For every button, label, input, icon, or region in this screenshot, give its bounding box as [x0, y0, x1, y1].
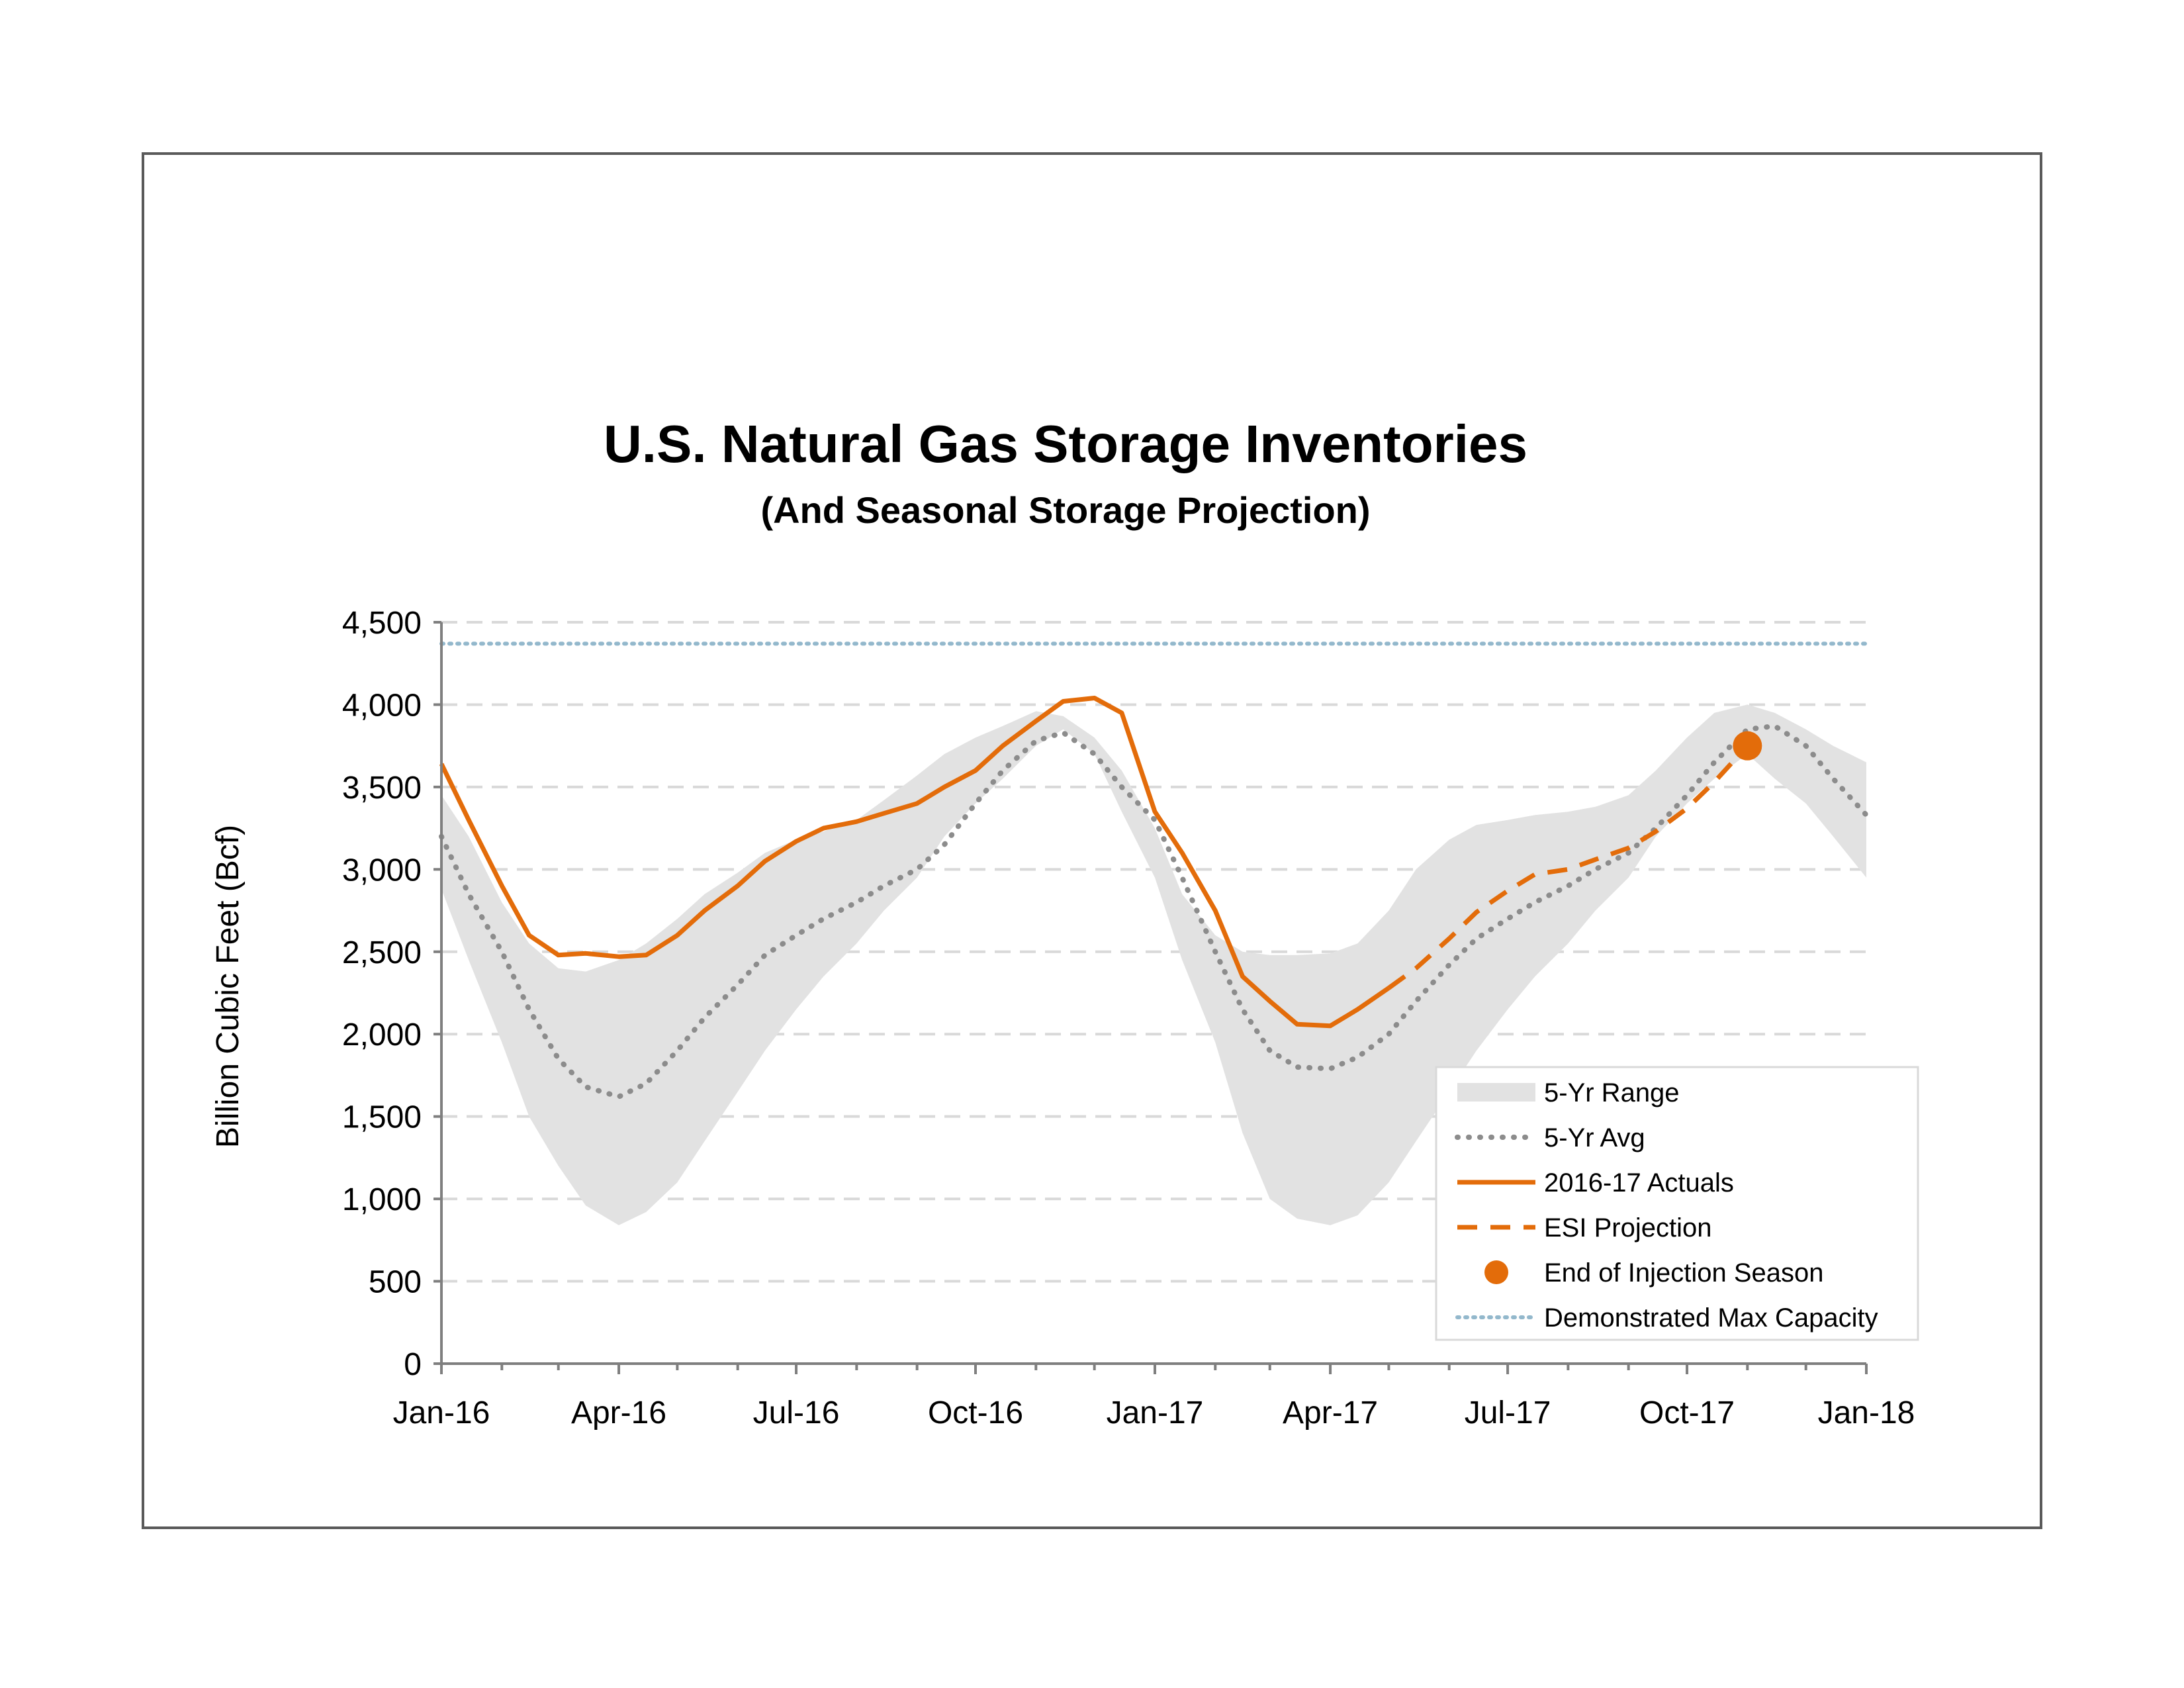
- chart-title: U.S. Natural Gas Storage Inventories: [604, 414, 1527, 473]
- y-tick-label: 2,500: [342, 935, 422, 970]
- legend-label-demonstrated-max-capacity: Demonstrated Max Capacity: [1544, 1303, 1878, 1333]
- legend-box: [1435, 1066, 1919, 1341]
- y-tick-label: 4,500: [342, 606, 422, 641]
- series-esi-projection-line: [1387, 744, 1749, 990]
- legend-swatch-5-yr-range: [1457, 1083, 1535, 1102]
- y-tick-label: 1,000: [342, 1182, 422, 1217]
- x-tick-label: Jul-17: [1465, 1395, 1551, 1430]
- x-tick-label: Apr-16: [571, 1395, 666, 1430]
- x-tick-label: Jan-16: [393, 1395, 490, 1430]
- series-2016-17-actuals-line: [439, 696, 1390, 1029]
- x-tick-label: Oct-17: [1639, 1395, 1735, 1430]
- legend: 5-Yr Range 5-Yr Avg 2016-17 Actuals ESI Pro…: [1435, 1066, 1919, 1341]
- y-tick-label: 1,500: [342, 1100, 422, 1135]
- x-tick-label: Apr-17: [1283, 1395, 1378, 1430]
- legend-label-2016-17-actuals: 2016-17 Actuals: [1544, 1168, 1734, 1197]
- series-5-yr-range-band: [441, 704, 1866, 1225]
- legend-label-end-of-injection-season: End of Injection Season: [1544, 1258, 1824, 1288]
- y-tick-label: 0: [404, 1347, 422, 1382]
- y-tick-label: 3,000: [342, 853, 422, 888]
- plot-area: 0 500 1,000 1,500 2,000 2,500 3,000 3,500 4,000 4…: [342, 606, 1915, 1430]
- chart-frame: [142, 152, 2042, 1529]
- end-of-injection-point: [1733, 731, 1762, 761]
- x-tick-label: Oct-16: [928, 1395, 1023, 1430]
- x-tick-label: Jul-16: [753, 1395, 840, 1430]
- legend-label-esi-projection: ESI Projection: [1544, 1213, 1711, 1243]
- x-tick-label: Jan-18: [1818, 1395, 1915, 1430]
- x-tick-label: Jan-17: [1107, 1395, 1204, 1430]
- y-tick-label: 2,000: [342, 1017, 422, 1053]
- series-5-yr-avg-line: [439, 723, 1869, 1100]
- legend-label-5-yr-range: 5-Yr Range: [1544, 1078, 1680, 1107]
- y-axis-label: Billion Cubic Feet (Bcf): [210, 825, 246, 1148]
- legend-label-5-yr-avg: 5-Yr Avg: [1544, 1123, 1645, 1152]
- y-tick-label: 4,000: [342, 688, 422, 723]
- chart-subtitle: (And Seasonal Storage Projection): [760, 489, 1370, 531]
- legend-swatch-end-of-injection-season: [1484, 1260, 1508, 1284]
- y-tick-label: 3,500: [342, 771, 422, 806]
- y-tick-label: 500: [369, 1265, 422, 1300]
